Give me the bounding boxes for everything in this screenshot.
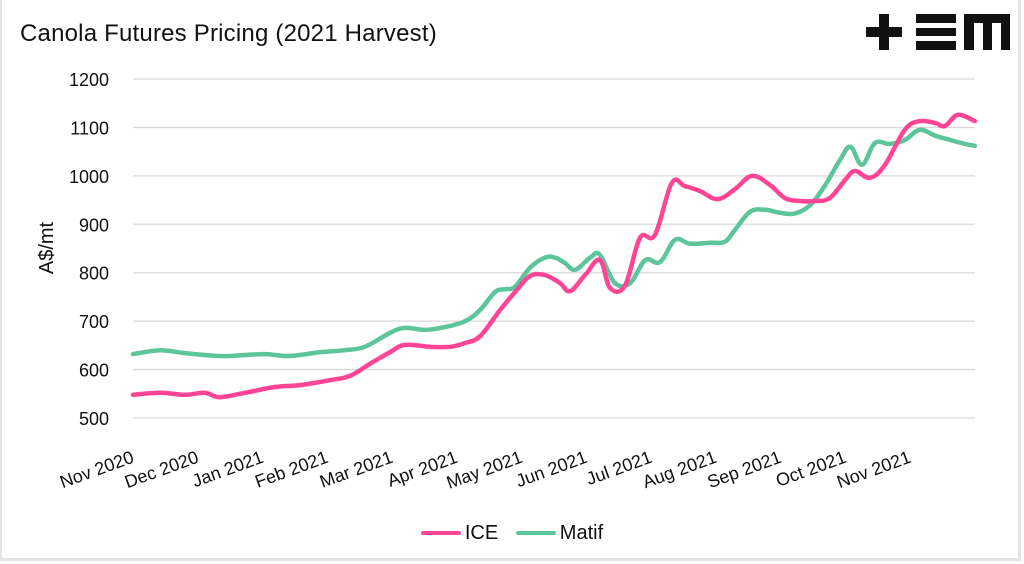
x-tick-jan-2021: Jan 2021 <box>189 447 265 491</box>
y-tick-1200: 1200 <box>69 70 109 90</box>
y-tick-1100: 1100 <box>70 118 109 138</box>
brand-logo <box>866 14 1010 50</box>
legend-label-matif: Matif <box>559 521 604 544</box>
chart-title: Canola Futures Pricing (2021 Harvest) <box>20 20 437 47</box>
x-tick-may-2021: May 2021 <box>444 447 525 493</box>
y-tick-900: 900 <box>79 215 109 235</box>
series-line-ice <box>130 112 978 400</box>
legend-label-ice: ICE <box>464 521 499 544</box>
x-tick-dec-2020: Dec 2020 <box>122 447 201 492</box>
logo-equals-bottom <box>916 41 956 50</box>
legend-item-ice[interactable]: ICE <box>420 521 499 545</box>
y-tick-1000: 1000 <box>69 167 109 187</box>
x-tick-sep-2021: Sep 2021 <box>705 447 784 492</box>
x-tick-nov-2020: Nov 2020 <box>57 447 136 492</box>
y-tick-500: 500 <box>79 409 109 429</box>
gridlines <box>133 78 975 419</box>
y-axis-label: A$/mt <box>36 221 58 274</box>
series-lines <box>130 112 978 400</box>
y-tick-labels: 500 600 700 800 900 1000 1100 1200 <box>69 70 109 429</box>
logo-plus-vertical <box>879 14 889 50</box>
x-tick-jun-2021: Jun 2021 <box>513 447 589 491</box>
legend-swatch-ice <box>420 531 461 535</box>
x-tick-aug-2021: Aug 2021 <box>640 447 719 492</box>
x-tick-mar-2021: Mar 2021 <box>317 447 395 492</box>
y-tick-800: 800 <box>79 264 109 284</box>
x-tick-nov-2021: Nov 2021 <box>834 447 913 492</box>
logo-equals-mid <box>916 28 956 36</box>
y-tick-600: 600 <box>79 361 109 381</box>
x-tick-feb-2021: Feb 2021 <box>252 447 330 492</box>
logo-m <box>964 14 1010 50</box>
series-line-matif <box>130 127 978 359</box>
legend-swatch-matif <box>515 531 556 535</box>
logo-equals-top <box>916 14 956 23</box>
y-tick-700: 700 <box>79 312 109 332</box>
legend-item-matif[interactable]: Matif <box>515 521 604 545</box>
legend: ICE Matif <box>0 518 1024 545</box>
